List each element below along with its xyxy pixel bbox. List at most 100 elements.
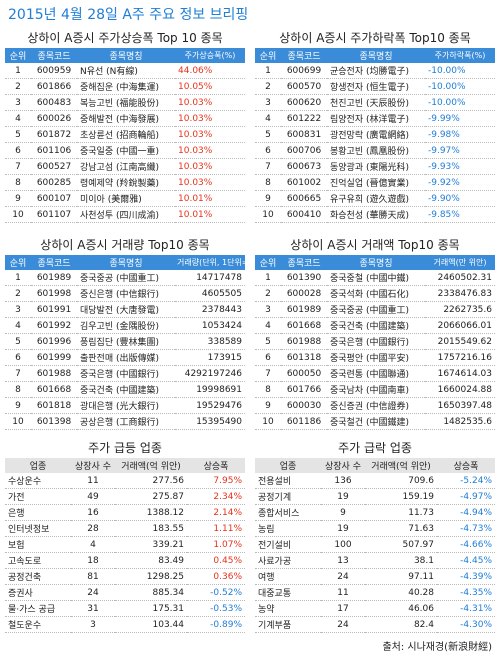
table-cell: 복능고빈 (福能股份) <box>77 94 175 111</box>
table-cell: 600959 <box>31 63 77 79</box>
table-cell: 600706 <box>281 142 327 159</box>
table-row: 3 600483 복능고빈 (福能股份) 10.03% <box>5 94 245 111</box>
table-cell: -4.66% <box>437 536 495 553</box>
table-cell: 4 <box>71 536 115 553</box>
table-cell: 600620 <box>281 94 327 111</box>
table-row: 고속도로 18 83.49 0.45% <box>5 552 245 569</box>
table-cell: -4.31% <box>437 600 495 617</box>
table-row: 8 600285 령예제약 (羚銳製藥) 10.03% <box>5 174 245 191</box>
table-cell: 대중교통 <box>255 584 321 601</box>
table-cell: 600699 <box>281 63 327 79</box>
table-cell: 600026 <box>31 110 77 127</box>
table-cell: 507.97 <box>365 536 437 553</box>
table-row: 7 600673 동양광과 (東陽光科) -9.93% <box>255 158 495 175</box>
table-cell: 중신증권 (中信證券) <box>327 397 425 414</box>
table-cell: 159.19 <box>365 488 437 505</box>
table-cell: 중신은행 (中信銀行) <box>77 285 175 302</box>
table-cell: 농림 <box>255 520 321 537</box>
table-row: 9 600030 중신증권 (中信證券) 1650397.48 <box>255 397 495 414</box>
column-header: 거래액(억 위안) <box>365 458 437 473</box>
table-row: 3 601989 중국중공 (中國重工) 2262735.6 <box>255 301 495 318</box>
table-cell: 83.49 <box>115 552 187 569</box>
table-cell: 601991 <box>31 301 77 318</box>
table-cell: 9 <box>255 397 281 414</box>
table-cell: 2 <box>5 78 31 95</box>
table-cell: 601222 <box>281 110 327 127</box>
column-header: 종목명칭 <box>77 255 175 270</box>
table-cell: 16 <box>71 504 115 521</box>
table-cell: 중국석화 (中國石化) <box>327 285 425 302</box>
table-row: 4 601222 림양전자 (林洋電子) -9.99% <box>255 110 495 127</box>
table-cell: 601318 <box>281 349 327 366</box>
table-cell: 봉황고빈 (鳳凰股份) <box>327 142 425 159</box>
table-cell: 15395490 <box>175 413 245 430</box>
table-cell: 10.03% <box>175 174 245 191</box>
table-cell: -9.99% <box>425 110 495 127</box>
table-cell: 대당발전 (大唐發電) <box>77 301 175 318</box>
column-header: 종목명칭 <box>77 48 175 63</box>
table-cell: 8 <box>5 174 31 191</box>
table-cell: 709.6 <box>365 473 437 489</box>
table-cell: 1 <box>255 63 281 79</box>
column-header: 순위 <box>255 48 281 63</box>
table-cell: 1.07% <box>187 536 245 553</box>
table-cell: 600030 <box>281 397 327 414</box>
header-row: 순위 종목코드 종목명칭 주가하락폭(%) <box>255 48 495 63</box>
column-header: 주가상승폭(%) <box>175 48 245 63</box>
table-row: 10 601398 공상은행 (工商銀行) 15395490 <box>5 413 245 430</box>
column-header: 주가하락폭(%) <box>425 48 495 63</box>
table-cell: 1.11% <box>187 520 245 537</box>
table-cell: 885.34 <box>115 584 187 601</box>
table-row: 인터넷정보 28 183.55 1.11% <box>5 520 245 537</box>
table-cell: 175.31 <box>115 600 187 617</box>
table-cell: 고속도로 <box>5 552 71 569</box>
table-title: 주가 급락 업종 <box>338 441 412 455</box>
table-cell: 공정건축 <box>5 568 71 585</box>
table-cell: 600285 <box>31 174 77 191</box>
table-cell: 8 <box>255 381 281 398</box>
table-cell: -5.24% <box>437 473 495 489</box>
table-row: 2 601866 중해집운 (中海集運) 10.05% <box>5 78 245 95</box>
table-cell: 7 <box>255 158 281 175</box>
table-cell: -10.00% <box>425 78 495 95</box>
table-cell: 4 <box>255 110 281 127</box>
table-block: 상하이 A증시 주가상승폭 Top 10 종목 순위 종목코드 종목명칭 주가상승폭(%… <box>5 28 245 223</box>
table-cell: 중국일중 (中國一重) <box>77 142 175 159</box>
table-cell: 600107 <box>31 190 77 207</box>
table-cell: 은행 <box>5 504 71 521</box>
table-cell: 출판전매 (出版傳媒) <box>77 349 175 366</box>
column-header: 순위 <box>255 255 281 270</box>
page-title: 2015년 4월 28일 A주 주요 정보 브리핑 <box>8 7 249 23</box>
table-row: 10 601186 중국철건 (中國鐵建) 1482535.6 <box>255 413 495 430</box>
table-cell: 4292197246 <box>175 365 245 382</box>
table-cell: 44.06% <box>175 63 245 79</box>
table-cell: 19529476 <box>175 397 245 414</box>
table-row: 5 600831 광전망락 (廣電網絡) -9.98% <box>255 126 495 143</box>
table-cell: 중국중공 (中國重工) <box>327 301 425 318</box>
table-cell: 기계부품 <box>255 616 321 633</box>
table-cell: 2.34% <box>187 488 245 505</box>
table-cell: 601390 <box>281 270 327 286</box>
table-cell: -4.45% <box>437 552 495 569</box>
table-cell: 18 <box>71 552 115 569</box>
table-cell: -0.52% <box>187 584 245 601</box>
table-cell: 중국중철 (中國中鐵) <box>327 270 425 286</box>
column-header: 종목코드 <box>281 48 327 63</box>
table-row: 대중교통 11 40.28 -4.35% <box>255 584 495 601</box>
table-cell: 3 <box>71 616 115 633</box>
table-cell: 1660024.88 <box>425 381 495 398</box>
table-cell: 601106 <box>31 142 77 159</box>
table-cell: 6 <box>255 142 281 159</box>
table-row: 농림 19 71.63 -4.73% <box>255 520 495 537</box>
table-cell: 강남고섬 (江南高纖) <box>77 158 175 175</box>
table-cell: 601998 <box>31 285 77 302</box>
table-cell: 2378443 <box>175 301 245 318</box>
table-cell: 중국은행 (中國銀行) <box>327 333 425 350</box>
table-cell: -4.94% <box>437 504 495 521</box>
table-cell: 601989 <box>281 301 327 318</box>
table-row: 8 601766 중국남차 (中國南車) 1660024.88 <box>255 381 495 398</box>
column-header: 순위 <box>5 48 31 63</box>
table-cell: 601992 <box>31 317 77 334</box>
table-cell: 2.14% <box>187 504 245 521</box>
